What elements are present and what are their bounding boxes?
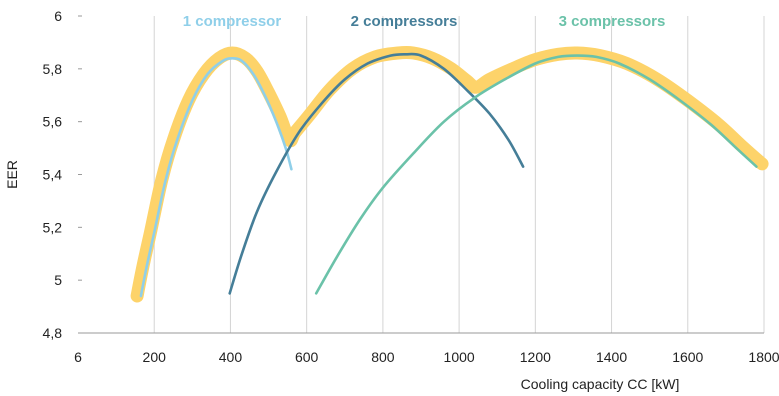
y-tick-label: 5,6	[43, 114, 63, 130]
grid	[78, 15, 765, 334]
series-3-compressors-line	[314, 54, 758, 295]
series-envelope-line	[130, 45, 769, 303]
y-tick-label: 5,8	[43, 61, 63, 77]
series-labels: 1 compressor 2 compressors 3 compressors	[183, 13, 666, 30]
x-tick-label: 1800	[748, 349, 779, 365]
y-axis-title: EER	[4, 160, 20, 189]
x-axis-title: Cooling capacity CC [kW]	[521, 376, 680, 392]
y-tick-label: 5,4	[43, 167, 63, 183]
x-tick-label: 600	[295, 349, 319, 365]
x-tick-label: 1400	[596, 349, 627, 365]
y-tick-label: 5	[54, 272, 62, 288]
x-tick-label: 1000	[444, 349, 475, 365]
series-label-1-compressor: 1 compressor	[183, 13, 282, 30]
series-lines	[130, 45, 769, 303]
x-tick-label: 200	[143, 349, 167, 365]
x-tick-label: 800	[371, 349, 395, 365]
series-label-2-compressors: 2 compressors	[351, 13, 458, 30]
x-tick-label: 1200	[520, 349, 551, 365]
x-tick-label: 400	[219, 349, 243, 365]
x-tick-label: 1600	[672, 349, 703, 365]
x-tick-label: 6	[74, 349, 82, 365]
tick-labels: 6 200 400 600 800 1000 1200 1400 1600 1800 4,8 5 5,2…	[43, 8, 779, 365]
series-label-3-compressors: 3 compressors	[559, 13, 666, 30]
series-2-compressors-line	[228, 52, 525, 295]
y-tick-label: 4,8	[43, 325, 63, 341]
series-1-compressor-line	[139, 56, 293, 298]
y-tick-label: 5,2	[43, 219, 63, 235]
y-tick-label: 6	[54, 8, 62, 24]
